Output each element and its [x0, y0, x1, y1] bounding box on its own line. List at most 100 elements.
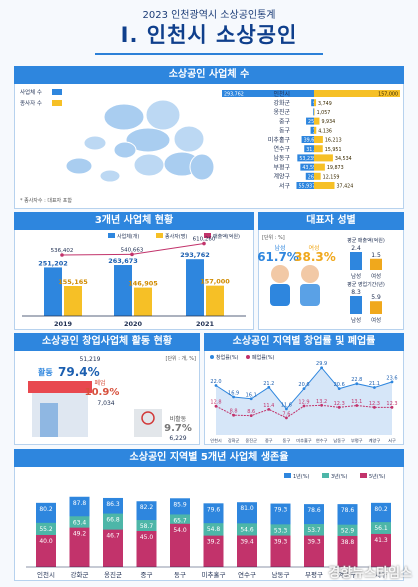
employee-count-label: 157,000 [200, 278, 230, 286]
survival-value-label: 79.3 [274, 507, 288, 514]
survival-bar [69, 527, 90, 567]
three-year-legend-label: 사업체(개) [117, 233, 139, 240]
business-value-label: 43,590 [302, 165, 319, 171]
rate-district-label: 남동구 [333, 437, 345, 444]
business-value-label: 9,031 [313, 101, 327, 107]
district-label: 미추홀구 [268, 136, 291, 144]
startup-rate-area [216, 367, 392, 435]
male-label: 남성 [274, 244, 285, 252]
survival-legend-label: 1년(%) [293, 473, 309, 480]
survival-bar [170, 523, 190, 567]
business-count-bar [114, 265, 132, 316]
survival-value-label: 55.2 [39, 526, 53, 533]
survival-bar [36, 535, 56, 567]
rate-point [320, 403, 323, 407]
rate-district-label: 미추홀구 [296, 437, 312, 444]
business-count-bar [44, 267, 62, 316]
avg-years-value-label: 8.3 [351, 289, 361, 296]
watermark-text: 경향뉴스타임스 [328, 566, 412, 581]
district-label: 남동구 [273, 154, 290, 162]
business-bar [222, 90, 314, 97]
map-region [103, 103, 145, 131]
sales-value-label: 610,260 [193, 237, 216, 243]
avg-years-value-label: 5.9 [371, 294, 381, 301]
employee-value-label: 1,057 [317, 110, 331, 116]
employee-bar [314, 108, 315, 116]
sales-value-label: 540,663 [121, 247, 144, 253]
business-count-label: 251,202 [38, 259, 68, 267]
rate-district-label: 계양구 [369, 437, 381, 444]
closed-percent-label: 10.9% [85, 387, 120, 398]
survival-district-label: 남동구 [272, 570, 290, 579]
survival-district-label: 미추홀구 [202, 570, 226, 579]
rate-value-label: 13.2 [316, 399, 327, 405]
map-region [113, 141, 137, 159]
business-count-panel [14, 66, 404, 209]
rate-legend-label: 창업률(%) [216, 354, 239, 361]
survival-value-label: 81.0 [240, 505, 254, 512]
district-label: 부평구 [273, 163, 290, 171]
rate-point [302, 404, 306, 408]
rate-legend-label: 폐업률(%) [252, 354, 275, 361]
employee-count-label: 146,905 [128, 280, 158, 288]
female-label: 여성 [308, 244, 319, 252]
avg-years-bar [350, 296, 362, 314]
closed-label: 폐업 [94, 379, 105, 387]
rate-legend-swatch [246, 355, 250, 359]
survival-value-label: 85.9 [173, 501, 187, 508]
rate-value-label: 13.1 [351, 399, 362, 405]
employee-value-label: 157,000 [378, 92, 398, 98]
business-bar [304, 145, 314, 153]
map-region [65, 157, 93, 175]
survival-value-label: 46.7 [106, 533, 120, 540]
year-label: 2020 [124, 320, 143, 328]
three-year-legend-label: 종사자(명) [165, 233, 187, 240]
three-year-legend-label: 매출액(억원) [213, 233, 240, 240]
rate-district-label: 연수구 [316, 437, 328, 444]
rate-value-label: 20.6 [334, 382, 345, 388]
year-label: 2019 [54, 320, 73, 328]
survival-value-label: 49.2 [73, 531, 87, 538]
survival-bar [371, 533, 391, 567]
rate-point [373, 386, 376, 389]
district-label: 동구 [279, 128, 291, 135]
three-year-legend-swatch [108, 233, 115, 238]
survival-bar [270, 535, 291, 567]
map-region [83, 135, 107, 151]
business-bar [296, 182, 314, 189]
sales-point [130, 252, 134, 257]
map-legend-swatch [52, 89, 62, 95]
employee-value-label: 19,873 [327, 165, 344, 171]
survival-value-label: 56.1 [374, 525, 388, 532]
rate-point [390, 380, 394, 384]
employee-bar [314, 145, 323, 153]
survival-bar [237, 535, 257, 567]
survival-value-label: 39.2 [207, 539, 221, 546]
survival-bar [203, 535, 224, 567]
district-label: 계양구 [273, 173, 290, 181]
survival-value-label: 78.6 [341, 507, 355, 514]
employee-value-label: 34,534 [335, 156, 352, 162]
survival-value-label: 54.8 [207, 526, 221, 533]
rate-value-label: 12.3 [369, 401, 380, 407]
district-label: 옹진군 [273, 108, 290, 116]
rate-point [249, 397, 253, 401]
survival-value-label: 65.7 [173, 517, 187, 524]
survival-value-label: 54.0 [173, 527, 187, 534]
year-label: 2021 [196, 320, 215, 328]
employee-count-bar [64, 286, 82, 316]
survival-value-label: 54.6 [240, 526, 254, 533]
survival-value-label: 45.0 [140, 534, 154, 541]
business-count-bar [186, 259, 204, 316]
rate-point [232, 413, 235, 417]
rate-district-label: 인천시 [210, 437, 222, 443]
employee-bar [314, 154, 333, 162]
rate-value-label: 12.8 [210, 400, 221, 406]
rate-point [337, 405, 341, 409]
inactive-label: 비활동 [170, 415, 187, 423]
gender-unit-label: [단위 : %] [262, 234, 285, 241]
active-percent-label: 79.4% [58, 365, 100, 379]
